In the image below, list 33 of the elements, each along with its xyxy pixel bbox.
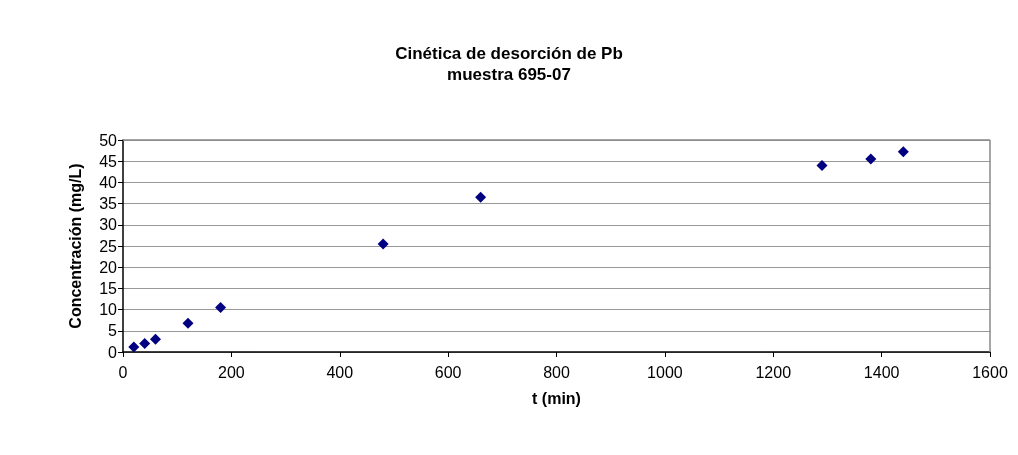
chart-title: Cinética de desorción de Pb	[395, 44, 623, 63]
y-tick-label: 10	[99, 301, 118, 319]
point	[865, 153, 877, 165]
x-axis-title: t (min)	[532, 389, 581, 407]
y-tick-label: 25	[99, 237, 118, 255]
x-tick-label: 400	[326, 363, 354, 381]
point	[816, 159, 828, 171]
x-tick-label: 1400	[863, 363, 900, 381]
point	[182, 317, 194, 329]
x-tick-label: 600	[434, 363, 462, 381]
y-tick-label: 35	[99, 195, 118, 213]
point	[897, 146, 909, 158]
y-tick-label: 5	[108, 322, 118, 340]
point	[475, 191, 487, 203]
y-tick-label: 20	[99, 258, 118, 276]
x-tick-label: 800	[543, 363, 570, 381]
y-tick-label: 40	[99, 173, 118, 191]
y-tick-label: 15	[99, 279, 118, 297]
x-tick-label: 1200	[755, 363, 792, 381]
point	[150, 333, 162, 345]
y-tick-label: 30	[99, 216, 118, 234]
point	[377, 238, 389, 250]
point	[215, 301, 227, 313]
y-axis-title: Concentración (mg/L)	[66, 163, 84, 329]
x-tick-label: 1000	[647, 363, 683, 381]
y-tick-label: 50	[99, 131, 118, 149]
point	[128, 341, 140, 353]
point	[139, 338, 151, 350]
x-tick-label: 200	[218, 363, 245, 381]
y-tick-label: 45	[99, 152, 118, 170]
y-tick-label: 0	[108, 343, 118, 361]
x-tick-label: 1600	[972, 363, 1008, 381]
chart-subtitle: muestra 695-07	[447, 65, 571, 84]
